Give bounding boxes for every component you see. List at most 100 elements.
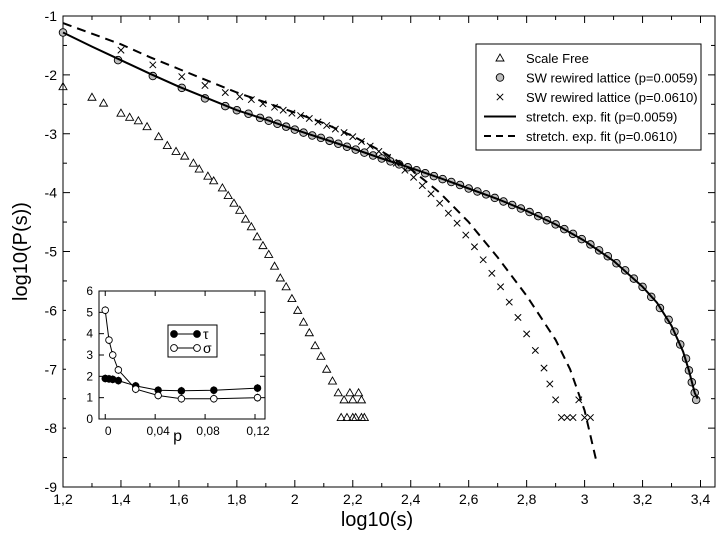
y-tick-label: -1 (45, 8, 58, 24)
data-point-cross (117, 46, 125, 54)
data-point-cross (427, 190, 435, 198)
data-point-triangle (58, 81, 68, 91)
data-point-triangle (98, 98, 109, 107)
legend-item: stretch. exp. fit (p=0.0059) (484, 110, 677, 125)
x-tick-label: 2,6 (459, 491, 479, 507)
data-point-triangle (194, 164, 204, 173)
y-tick-label: -8 (45, 420, 58, 436)
x-tick-label: 3,2 (633, 491, 653, 507)
series-0 (58, 81, 370, 421)
inset-data-point (177, 394, 186, 403)
inset-data-point (253, 393, 262, 402)
data-point-triangle (339, 394, 349, 404)
data-point-cross (418, 182, 426, 190)
data-point-cross (323, 121, 331, 130)
data-point-triangle (116, 108, 126, 117)
data-point-cross (410, 173, 418, 181)
data-point-triangle (258, 240, 268, 250)
inset-legend-item: σ (170, 340, 212, 356)
legend-label: stretch. exp. fit (p=0.0059) (526, 110, 677, 125)
data-point-triangle (495, 53, 505, 62)
data-point-cross (462, 231, 470, 239)
inset-y-tick-label: 2 (86, 369, 93, 383)
data-point-triangle (359, 412, 370, 421)
data-point-cross (531, 346, 539, 354)
data-point-triangle (333, 387, 344, 397)
data-point-triangle (133, 115, 144, 125)
data-point-triangle (179, 151, 190, 160)
data-point-cross (557, 413, 565, 422)
inset-legend-swatch-marker (170, 344, 178, 352)
data-point-triangle (275, 273, 286, 282)
x-tick-label: 2,4 (401, 491, 421, 507)
inset-data-point (101, 306, 109, 314)
inset-x-tick-label: 0,08 (196, 424, 220, 438)
data-point-cross (488, 269, 496, 277)
inset-x-tick-label: 0 (105, 424, 112, 438)
data-point-triangle (345, 387, 355, 397)
inset-legend-label: τ (203, 326, 209, 342)
data-point-cross (401, 166, 409, 174)
inset-x-axis-title: p (173, 428, 182, 445)
data-point-cross (444, 209, 452, 217)
legend: Scale Free SW rewired lattice (p=0.0059) S… (475, 43, 702, 151)
data-point-cross (178, 73, 186, 81)
y-tick-label: -7 (45, 361, 58, 377)
x-tick-label: 2 (291, 491, 299, 507)
inset-legend-item: τ (170, 326, 209, 342)
data-point-triangle (292, 305, 303, 314)
data-point-circle (58, 28, 68, 37)
data-point-triangle (153, 131, 164, 141)
data-point-cross (505, 298, 513, 306)
data-point-triangle (203, 171, 213, 180)
inset-legend-swatch-marker (170, 330, 178, 338)
data-point-cross (470, 243, 479, 251)
data-point-cross (201, 81, 209, 90)
data-point-triangle (327, 376, 338, 385)
data-point-triangle (321, 364, 332, 373)
x-tick-label: 1,4 (111, 491, 131, 507)
data-point-cross (540, 364, 548, 372)
data-point-cross (546, 380, 554, 388)
inset-data-point (131, 385, 140, 393)
x-tick-label: 1,6 (169, 491, 189, 507)
inset-y-tick-label: 1 (86, 391, 93, 405)
data-point-cross (552, 396, 560, 404)
legend-label: stretch. exp. fit (p=0.0610) (526, 129, 677, 144)
y-tick-label: -2 (45, 67, 58, 83)
data-point-cross (453, 219, 461, 227)
data-point-triangle (162, 140, 173, 149)
data-point-cross (436, 199, 444, 207)
inset-data-point (154, 391, 162, 400)
data-point-triangle (304, 327, 315, 337)
data-point-cross (586, 413, 594, 422)
data-point-triangle (269, 261, 280, 270)
x-tick-label: 2,2 (343, 491, 363, 507)
data-point-cross (221, 88, 229, 97)
x-axis-title: log10(s) (341, 509, 413, 531)
data-point-triangle (348, 394, 358, 404)
data-point-triangle (229, 198, 239, 207)
legend-box (475, 43, 702, 151)
x-tick-label: 1,8 (227, 491, 247, 507)
data-point-triangle (217, 183, 228, 192)
inset-y-tick-label: 4 (86, 327, 93, 341)
data-point-cross (563, 413, 571, 422)
inset-y-tick-label: 5 (86, 305, 93, 319)
data-point-cross (497, 283, 505, 291)
data-point-triangle (87, 92, 97, 101)
data-point-triangle (223, 190, 233, 200)
data-point-triangle (252, 231, 262, 241)
legend-label: Scale Free (526, 51, 589, 66)
data-point-triangle (281, 281, 291, 291)
inset-data-point (210, 386, 218, 394)
series-line (62, 22, 598, 461)
inset-series-1 (101, 306, 262, 403)
data-point-triangle (234, 205, 245, 214)
data-point-triangle (208, 175, 219, 185)
legend-item: SW rewired lattice (p=0.0059) (495, 71, 698, 86)
inset-data-point (108, 351, 117, 359)
inset-data-point (177, 387, 186, 395)
data-point-triangle (350, 412, 361, 421)
